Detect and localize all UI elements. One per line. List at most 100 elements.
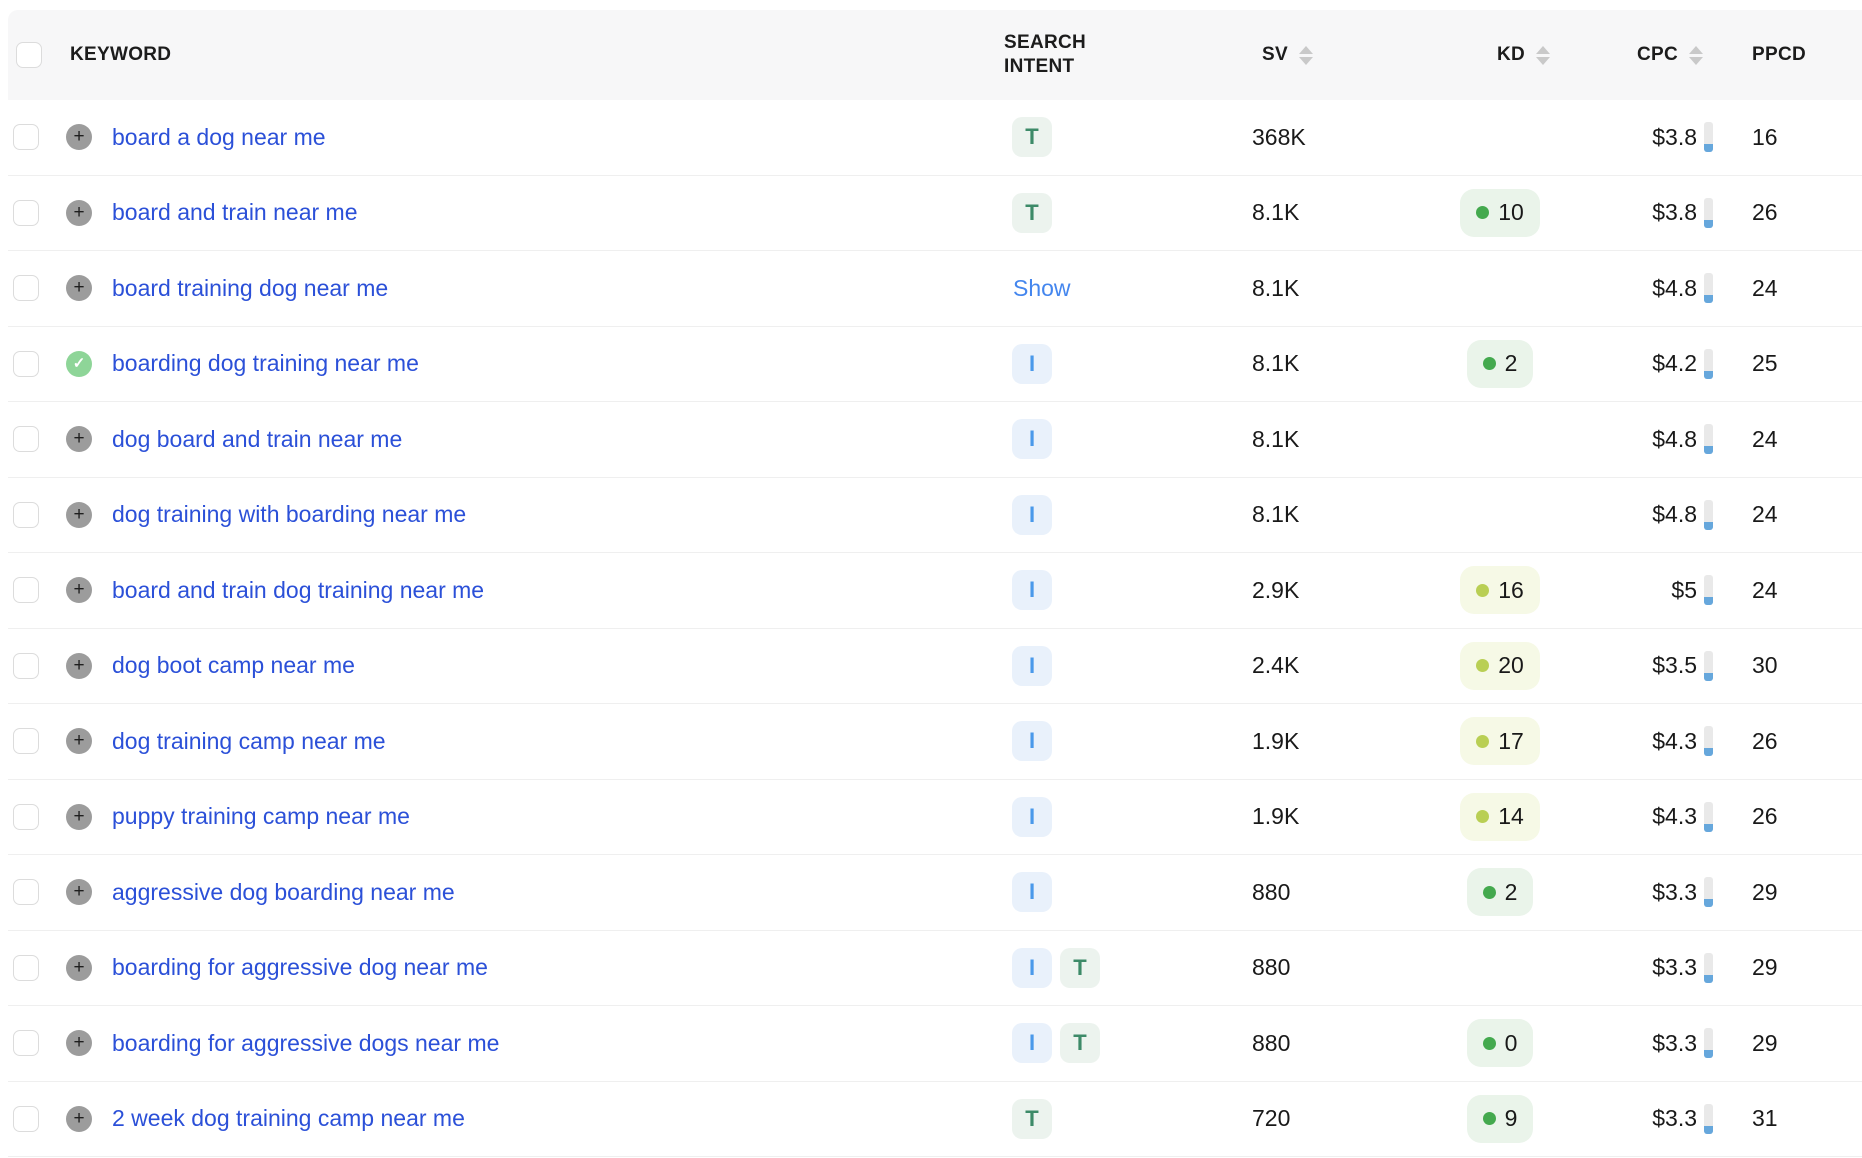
sort-arrows-icon[interactable]: [1689, 45, 1704, 65]
keyword-link[interactable]: dog boot camp near me: [112, 652, 355, 679]
add-keyword-button[interactable]: [66, 577, 92, 604]
add-keyword-button[interactable]: [66, 1105, 92, 1132]
sv-cell: 880: [1244, 1030, 1444, 1057]
row-checkbox[interactable]: [13, 577, 39, 604]
keyword-link[interactable]: puppy training camp near me: [112, 803, 410, 830]
ppcd-cell: 25: [1726, 350, 1862, 377]
cpc-value: $3.5: [1652, 652, 1697, 679]
kd-cell: 2: [1444, 868, 1634, 917]
sv-value: 8.1K: [1252, 199, 1300, 226]
add-keyword-button[interactable]: [66, 652, 92, 679]
intent-badge-t: T: [1060, 947, 1100, 988]
intent-cell: I: [1004, 494, 1244, 535]
keyword-link[interactable]: dog board and train near me: [112, 425, 403, 452]
table-row: dog training with boarding near me I 8.1…: [8, 477, 1862, 553]
row-checkbox-cell: [8, 879, 60, 906]
keyword-link[interactable]: dog training camp near me: [112, 727, 386, 754]
row-checkbox[interactable]: [13, 1105, 39, 1132]
row-checkbox[interactable]: [13, 124, 39, 151]
add-keyword-button[interactable]: [66, 275, 92, 302]
intent-badge-i: I: [1012, 494, 1052, 535]
keyword-link[interactable]: board a dog near me: [112, 123, 326, 150]
ppcd-value: 29: [1752, 954, 1778, 981]
kd-dot-icon: [1482, 885, 1496, 899]
keyword-cell: board and train near me: [104, 199, 1004, 226]
added-keyword-check-icon[interactable]: [66, 350, 92, 377]
row-action-cell: [60, 803, 104, 830]
ppcd-value: 25: [1752, 350, 1778, 377]
intent-cell: T: [1004, 117, 1244, 158]
intent-cell: Show: [1004, 275, 1244, 302]
sort-arrows-icon[interactable]: [1536, 45, 1551, 65]
cpc-cell: $4.2: [1634, 348, 1726, 379]
row-checkbox[interactable]: [13, 954, 39, 981]
column-header-kd[interactable]: KD: [1444, 44, 1634, 66]
row-checkbox-cell: [8, 501, 60, 528]
ppcd-cell: 29: [1726, 879, 1862, 906]
sv-cell: 8.1K: [1244, 275, 1444, 302]
keyword-link[interactable]: dog training with boarding near me: [112, 501, 467, 528]
kd-cell: 20: [1444, 641, 1634, 690]
add-keyword-button[interactable]: [66, 199, 92, 226]
keyword-cell: boarding for aggressive dogs near me: [104, 1030, 1004, 1057]
row-checkbox[interactable]: [13, 350, 39, 377]
keyword-link[interactable]: board and train near me: [112, 199, 358, 226]
ppcd-value: 29: [1752, 1029, 1778, 1056]
keyword-link[interactable]: board training dog near me: [112, 274, 389, 301]
add-keyword-button[interactable]: [66, 501, 92, 528]
cpc-value: $4.8: [1652, 425, 1697, 452]
intent-badge-i: I: [1012, 947, 1052, 988]
add-keyword-button[interactable]: [66, 426, 92, 453]
ppcd-cell: 29: [1726, 1030, 1862, 1057]
sv-value: 2.9K: [1252, 576, 1300, 603]
cpc-value: $4.8: [1652, 501, 1697, 528]
keyword-link[interactable]: boarding dog training near me: [112, 350, 419, 377]
cpc-bar-icon: [1704, 348, 1713, 379]
row-checkbox[interactable]: [13, 879, 39, 906]
show-intent-link[interactable]: Show: [1013, 274, 1071, 301]
intent-badge-i: I: [1012, 796, 1052, 837]
add-keyword-button[interactable]: [66, 879, 92, 906]
keyword-link[interactable]: 2 week dog training camp near me: [112, 1105, 465, 1132]
row-checkbox[interactable]: [13, 501, 39, 528]
keyword-link[interactable]: aggressive dog boarding near me: [112, 878, 455, 905]
keyword-cell: aggressive dog boarding near me: [104, 879, 1004, 906]
cpc-cell: $3.8: [1634, 197, 1726, 228]
row-checkbox[interactable]: [13, 652, 39, 679]
row-checkbox[interactable]: [13, 1030, 39, 1057]
row-checkbox[interactable]: [13, 728, 39, 755]
table-row: aggressive dog boarding near me I 880 2 …: [8, 855, 1862, 931]
sort-arrows-icon[interactable]: [1298, 45, 1313, 65]
add-keyword-button[interactable]: [66, 1030, 92, 1057]
kd-badge: 0: [1466, 1019, 1534, 1068]
ppcd-cell: 26: [1726, 728, 1862, 755]
cpc-value: $3.3: [1652, 1029, 1697, 1056]
column-header-cpc[interactable]: CPC: [1634, 44, 1726, 66]
add-keyword-button[interactable]: [66, 954, 92, 981]
kd-value: 17: [1498, 727, 1524, 754]
kd-badge: 17: [1460, 717, 1540, 766]
keyword-link[interactable]: board and train dog training near me: [112, 576, 485, 603]
cpc-cell: $4.3: [1634, 801, 1726, 832]
kd-zone: 10: [1444, 188, 1556, 237]
cpc-bar-icon: [1704, 499, 1713, 530]
intent-cell: I: [1004, 872, 1244, 913]
keyword-link[interactable]: boarding for aggressive dog near me: [112, 954, 488, 981]
select-all-checkbox[interactable]: [16, 42, 42, 68]
keyword-link[interactable]: boarding for aggressive dogs near me: [112, 1029, 500, 1056]
sv-cell: 720: [1244, 1105, 1444, 1132]
add-keyword-button[interactable]: [66, 124, 92, 151]
kd-badge: 2: [1466, 868, 1534, 917]
intent-badge-t: T: [1060, 1023, 1100, 1064]
intent-badge-i: I: [1012, 872, 1052, 913]
cpc-bar-icon: [1704, 197, 1713, 228]
row-checkbox[interactable]: [13, 275, 39, 302]
kd-value: 9: [1504, 1105, 1518, 1132]
column-header-sv[interactable]: SV: [1244, 44, 1444, 66]
row-checkbox[interactable]: [13, 426, 39, 453]
row-checkbox[interactable]: [13, 803, 39, 830]
intent-cell: T: [1004, 192, 1244, 233]
row-checkbox[interactable]: [13, 199, 39, 226]
add-keyword-button[interactable]: [66, 728, 92, 755]
add-keyword-button[interactable]: [66, 803, 92, 830]
